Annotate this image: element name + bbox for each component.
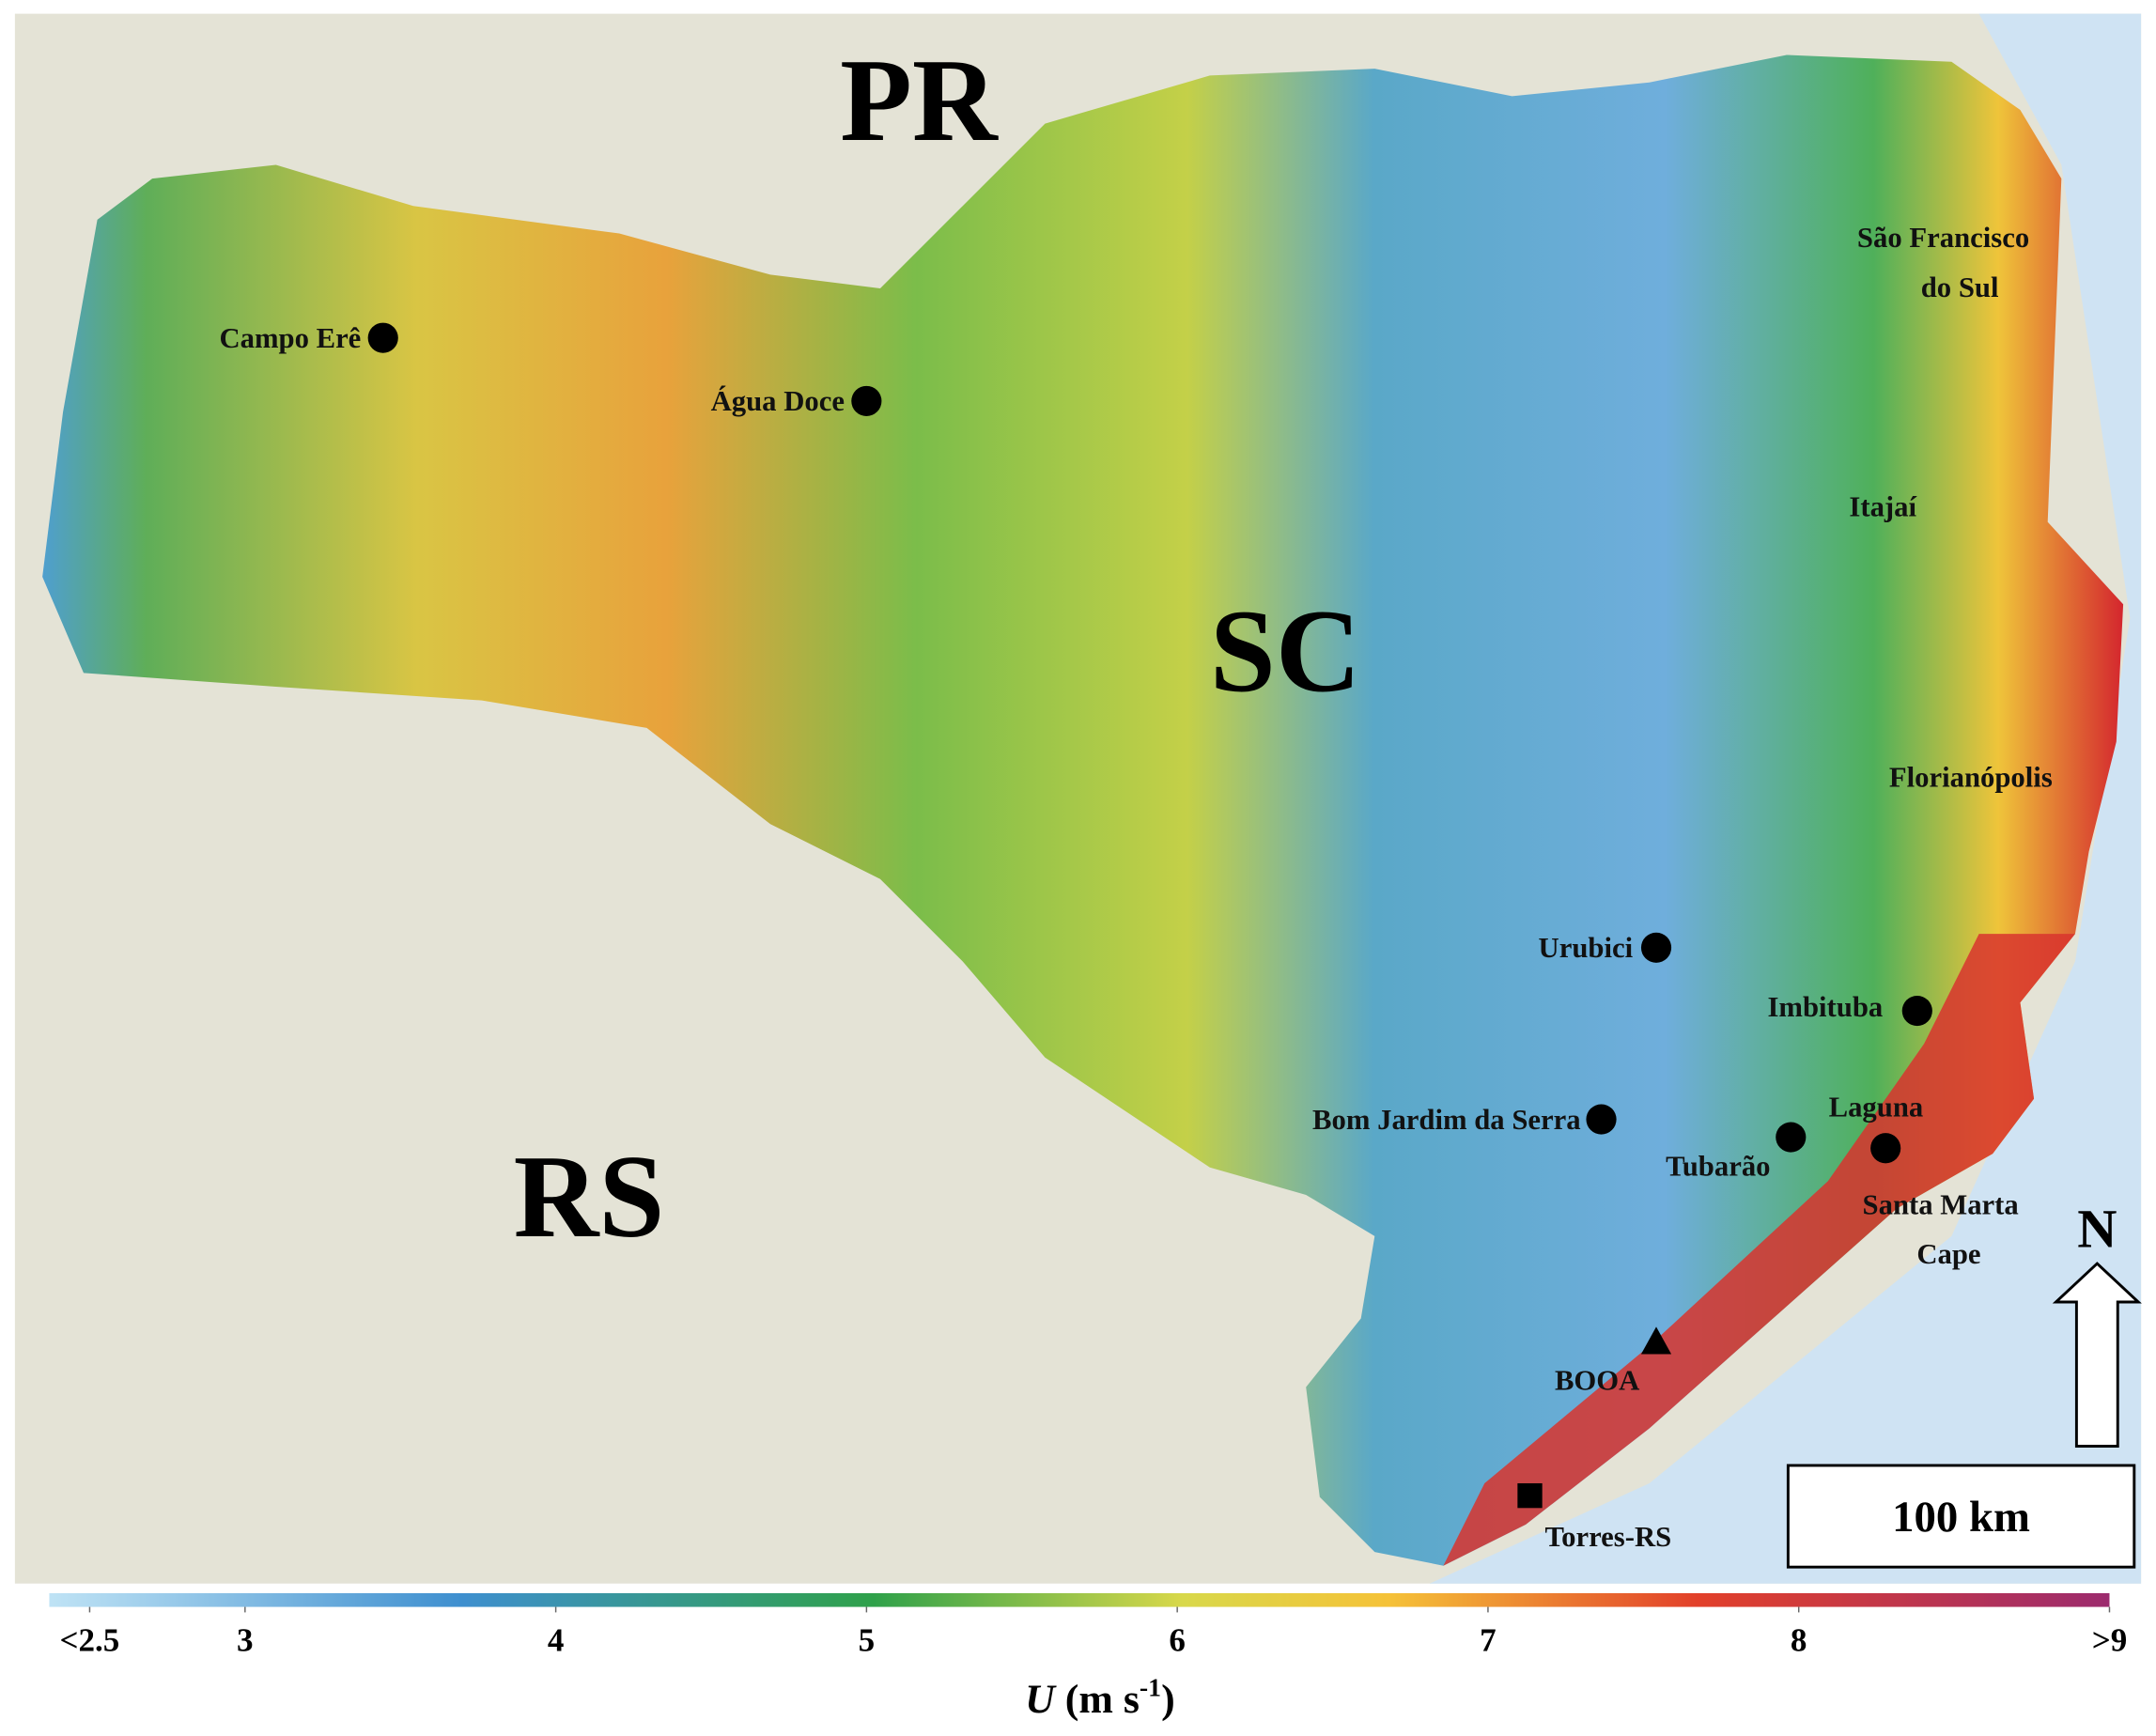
north-label: N [2077,1199,2117,1260]
place-label: Cape [1916,1238,1980,1270]
place-label: Bom Jardim da Serra [1312,1104,1581,1136]
site-marker [367,322,398,353]
colorbar-tick-label: 5 [859,1621,876,1658]
colorbar-tick-label: 8 [1791,1621,1807,1658]
place-label: Itajaí [1849,491,1916,523]
place-label: do Sul [1921,271,1999,303]
place-label: Tubarão [1666,1150,1770,1182]
scale-bar [1786,1464,2136,1569]
place-label: BOOA [1555,1365,1639,1397]
north-arrow [2052,1262,2142,1448]
region-label: SC [1210,586,1361,717]
colorbar-ramp [49,1592,2110,1607]
site-marker [1901,995,1932,1027]
place-label: Campo Erê [219,322,361,354]
unit: (m s [1065,1677,1140,1722]
site-marker [1640,932,1672,963]
exponent: -1 [1140,1674,1161,1703]
place-label: São Francisco [1857,222,2029,254]
place-label: Água Doce [711,384,845,417]
symbol: U [1025,1677,1057,1722]
region-label: PR [840,36,999,166]
site-marker [1586,1104,1617,1135]
station-marker [1517,1482,1543,1509]
place-label: Urubici [1539,932,1634,964]
wind-speed-field [42,54,2124,1566]
site-marker [1776,1122,1807,1153]
place-label: Florianópolis [1889,762,2053,794]
site-marker [1870,1133,1901,1164]
place-label: Laguna [1829,1092,1924,1124]
place-label: Imbituba [1767,991,1883,1023]
colorbar-title: U (m s-1) [1025,1674,1175,1723]
scale-bar-label: 100 km [1892,1493,2030,1542]
place-label: Torres-RS [1544,1521,1671,1553]
unit-close: ) [1161,1677,1175,1722]
colorbar-tick-label: 7 [1480,1621,1497,1658]
colorbar-tick-label: 6 [1169,1621,1186,1658]
sea [1429,13,2142,1584]
region-label: RS [514,1132,665,1263]
colorbar-tick-label: 3 [237,1621,254,1658]
colorbar-tick-label: <2.5 [60,1621,120,1658]
place-label: Santa Marta [1863,1188,2019,1220]
colorbar-tick-label: 4 [548,1621,565,1658]
colorbar: <2.5 3 4 5 6 7 8 >9 [49,1592,2128,1658]
site-marker [851,385,882,416]
coastal-high-wind [1443,934,2075,1566]
colorbar-tick-label: >9 [2092,1621,2128,1658]
buoy-marker [1640,1326,1672,1355]
